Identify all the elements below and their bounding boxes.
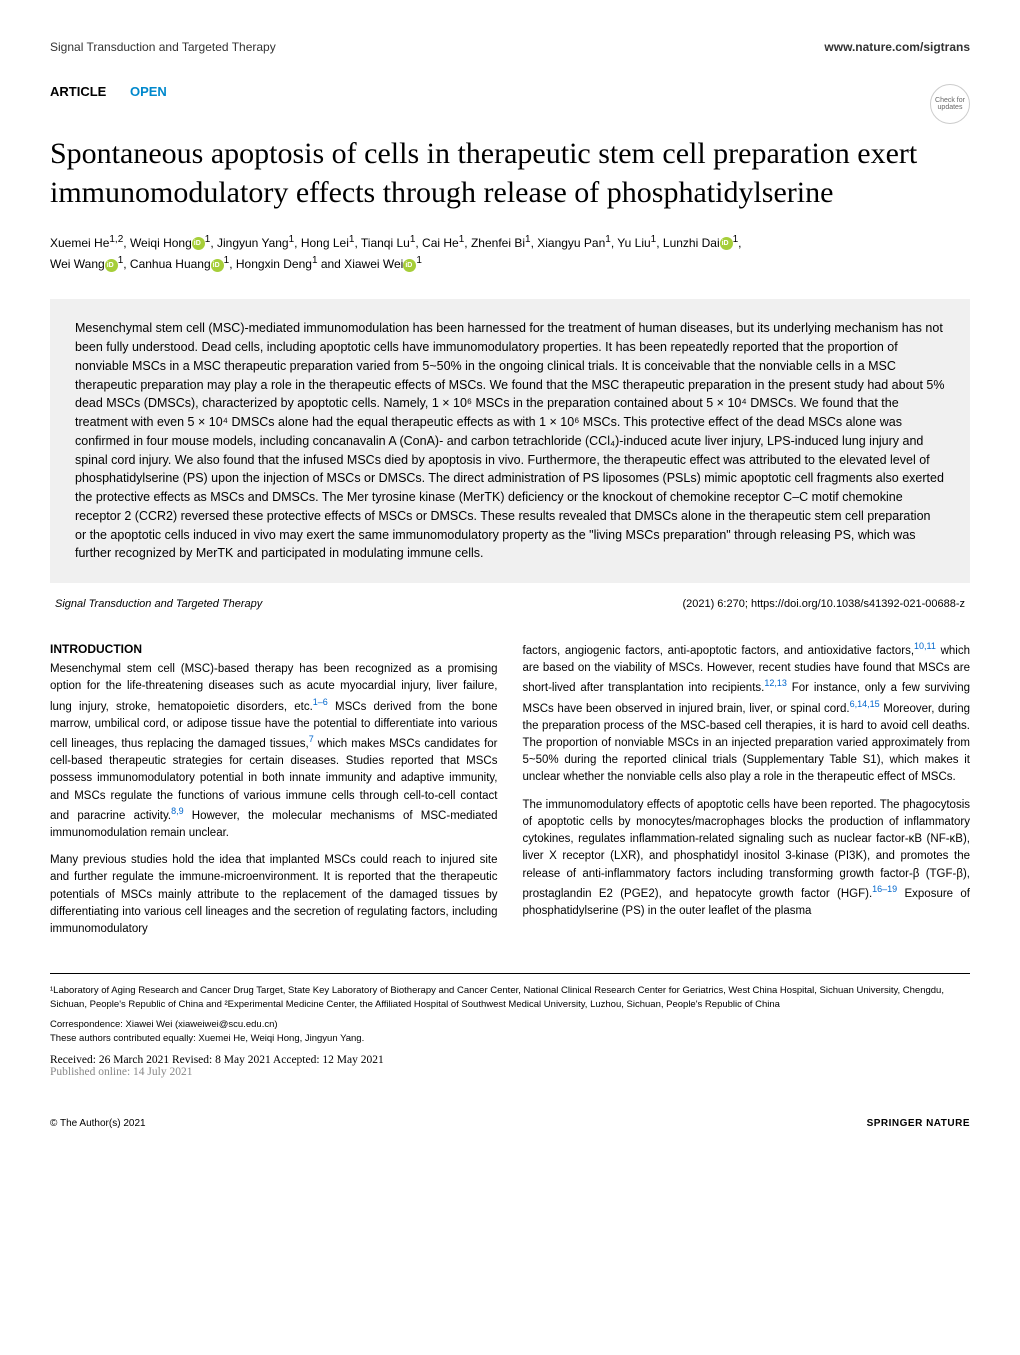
article-type-label: ARTICLE [50,84,106,99]
footer-divider [50,973,970,974]
journal-url[interactable]: www.nature.com/sigtrans [824,40,970,54]
body-columns: INTRODUCTION Mesenchymal stem cell (MSC)… [50,640,970,948]
publication-dates: Received: 26 March 2021 Revised: 8 May 2… [50,1054,970,1078]
introduction-heading: INTRODUCTION [50,640,498,658]
journal-name: Signal Transduction and Targeted Therapy [50,40,276,54]
citation-ref[interactable]: 10,11 [914,641,936,651]
orcid-icon[interactable] [720,237,733,250]
citation: Signal Transduction and Targeted Therapy… [50,598,970,610]
page-footer: © The Author(s) 2021 SPRINGER NATURE [50,1118,970,1129]
author-list: Xuemei He1,2, Weiqi Hong1, Jingyun Yang1… [50,232,970,274]
col2-paragraph-2: The immunomodulatory effects of apoptoti… [523,797,971,921]
citation-ref[interactable]: 6,14,15 [850,699,880,709]
copyright: © The Author(s) 2021 [50,1118,146,1129]
open-access-label: OPEN [130,84,167,99]
abstract: Mesenchymal stem cell (MSC)-mediated imm… [50,299,970,583]
intro-paragraph-2: Many previous studies hold the idea that… [50,852,498,938]
citation-ref[interactable]: 8,9 [171,806,184,816]
citation-ref[interactable]: 1–6 [313,697,328,707]
affiliations: ¹Laboratory of Aging Research and Cancer… [50,984,970,1011]
left-column: INTRODUCTION Mesenchymal stem cell (MSC)… [50,640,498,948]
orcid-icon[interactable] [403,259,416,272]
col2-paragraph-1: factors, angiogenic factors, anti-apopto… [523,640,971,786]
equal-contribution: These authors contributed equally: Xueme… [50,1033,970,1044]
citation-doi[interactable]: (2021) 6:270; https://doi.org/10.1038/s4… [682,598,965,610]
publisher-logo: SPRINGER NATURE [867,1118,970,1129]
orcid-icon[interactable] [192,237,205,250]
page-header: Signal Transduction and Targeted Therapy… [50,40,970,54]
correspondence: Correspondence: Xiawei Wei (xiaweiwei@sc… [50,1019,970,1030]
citation-ref[interactable]: 12,13 [764,678,787,688]
orcid-icon[interactable] [211,259,224,272]
orcid-icon[interactable] [105,259,118,272]
citation-journal: Signal Transduction and Targeted Therapy [55,598,262,610]
check-updates-badge[interactable]: Check for updates [930,84,970,124]
published-date: Published online: 14 July 2021 [50,1066,192,1078]
intro-paragraph-1: Mesenchymal stem cell (MSC)-based therap… [50,661,498,842]
article-type-row: ARTICLE OPEN [50,84,970,99]
received-dates: Received: 26 March 2021 Revised: 8 May 2… [50,1054,384,1066]
article-title: Spontaneous apoptosis of cells in therap… [50,134,970,212]
right-column: factors, angiogenic factors, anti-apopto… [523,640,971,948]
citation-ref[interactable]: 16–19 [872,884,897,894]
